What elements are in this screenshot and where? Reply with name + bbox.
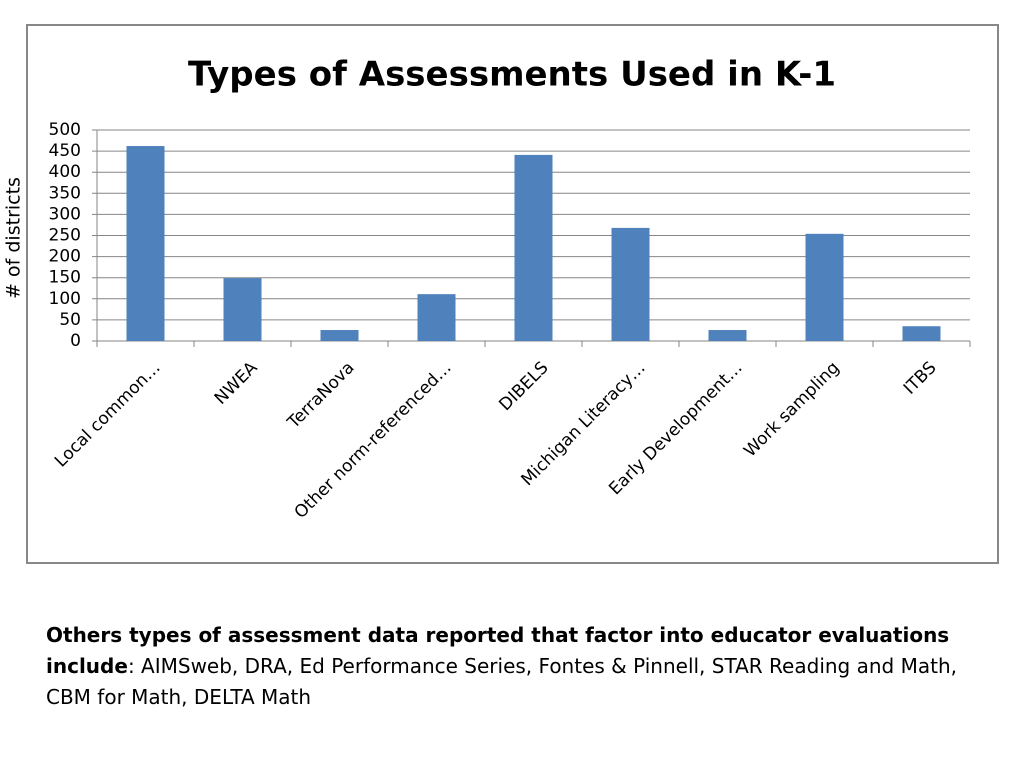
caption: Others types of assessment data reported…: [46, 620, 976, 713]
caption-bold: Others types of assessment data reported…: [46, 623, 950, 678]
chart-frame: [26, 24, 999, 564]
y-tick-label: 400: [49, 162, 81, 182]
y-tick-label: 300: [49, 204, 81, 224]
chart: Types of Assessments Used in K-1 # of di…: [3, 24, 999, 564]
bar: [320, 330, 359, 341]
bar: [223, 278, 262, 341]
bar: [126, 146, 165, 341]
y-tick-label: 200: [49, 247, 81, 267]
caption-text: : AIMSweb, DRA, Ed Performance Series, F…: [46, 654, 957, 709]
y-tick-label: 450: [49, 141, 81, 161]
bar: [611, 227, 650, 341]
y-tick-label: 150: [49, 268, 81, 288]
bar: [417, 294, 456, 341]
y-tick-label: 0: [70, 331, 81, 351]
bar: [708, 330, 747, 341]
bar: [805, 233, 844, 341]
y-tick-label: 50: [59, 310, 81, 330]
y-tick-label: 500: [49, 120, 81, 140]
y-tick-label: 100: [49, 289, 81, 309]
y-axis-title: # of districts: [3, 177, 25, 299]
y-tick-label: 250: [49, 226, 81, 246]
bar: [902, 326, 941, 341]
chart-title: Types of Assessments Used in K-1: [188, 55, 836, 95]
y-tick-label: 350: [49, 183, 81, 203]
bar: [514, 154, 553, 341]
